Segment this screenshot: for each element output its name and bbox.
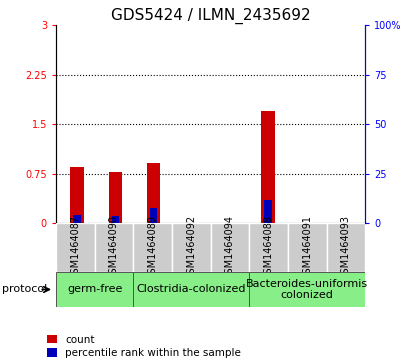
Bar: [108, 172, 122, 223]
Text: GSM1464093: GSM1464093: [341, 215, 351, 280]
Text: GSM1464087: GSM1464087: [71, 215, 81, 280]
Text: GSM1464089: GSM1464089: [148, 215, 158, 280]
Bar: [146, 163, 160, 223]
Bar: [150, 208, 157, 223]
Text: Clostridia-colonized: Clostridia-colonized: [137, 285, 246, 294]
Bar: [249, 272, 365, 307]
Bar: [327, 223, 365, 272]
Bar: [73, 215, 81, 223]
Bar: [56, 272, 133, 307]
Title: GDS5424 / ILMN_2435692: GDS5424 / ILMN_2435692: [111, 8, 310, 24]
Text: GSM1464091: GSM1464091: [302, 215, 312, 280]
Text: GSM1464094: GSM1464094: [225, 215, 235, 280]
Bar: [70, 167, 84, 223]
Text: GSM1464092: GSM1464092: [186, 215, 196, 280]
Bar: [133, 223, 172, 272]
Bar: [112, 216, 119, 223]
Bar: [249, 223, 288, 272]
Bar: [210, 223, 249, 272]
Bar: [172, 223, 210, 272]
Text: GSM1464088: GSM1464088: [264, 215, 273, 280]
Bar: [261, 111, 275, 223]
Bar: [56, 223, 95, 272]
Bar: [264, 200, 271, 223]
Text: germ-free: germ-free: [67, 285, 122, 294]
Bar: [288, 223, 327, 272]
Legend: count, percentile rank within the sample: count, percentile rank within the sample: [47, 335, 242, 358]
Bar: [95, 223, 133, 272]
Text: protocol: protocol: [2, 285, 47, 294]
Bar: [133, 272, 249, 307]
Text: GSM1464090: GSM1464090: [109, 215, 119, 280]
Text: Bacteroides-uniformis
colonized: Bacteroides-uniformis colonized: [246, 279, 368, 300]
